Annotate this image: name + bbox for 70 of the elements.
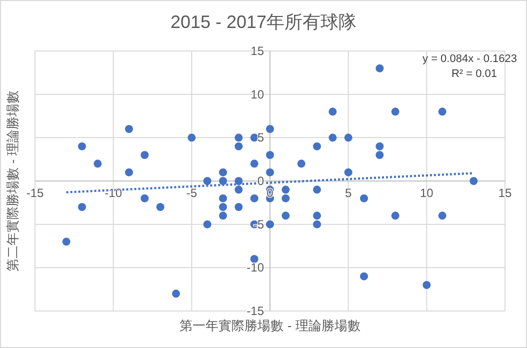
point <box>219 212 227 220</box>
point <box>125 168 133 176</box>
point <box>203 220 212 228</box>
x-tick-label: 10 <box>420 186 434 200</box>
annotation: R² = 0.01 <box>451 68 497 80</box>
x-axis-title: 第一年實際勝場數 - 理論勝場數 <box>180 318 360 333</box>
point <box>219 168 227 176</box>
point <box>234 177 243 185</box>
point <box>266 151 274 159</box>
point <box>376 64 384 72</box>
point <box>344 168 352 176</box>
x-tick-label: 15 <box>498 186 512 200</box>
point <box>250 194 258 202</box>
x-tick-label: -5 <box>186 186 198 200</box>
point <box>219 203 227 211</box>
point <box>78 203 86 211</box>
point <box>391 108 400 116</box>
point <box>62 238 70 246</box>
point <box>313 212 321 220</box>
point <box>376 151 384 159</box>
y-tick-label: 0 <box>257 174 264 188</box>
point <box>78 142 86 150</box>
point <box>438 212 446 220</box>
point <box>376 142 384 150</box>
annotation: y = 0.084x - 0.1623 <box>422 53 517 65</box>
point <box>203 177 212 185</box>
point <box>219 177 227 185</box>
point <box>172 290 180 298</box>
point <box>282 212 290 220</box>
point <box>250 160 258 168</box>
point <box>140 151 149 159</box>
point <box>422 281 431 289</box>
point <box>344 134 352 142</box>
x-tick-label: -15 <box>26 186 44 200</box>
point <box>140 194 149 202</box>
point <box>250 255 258 263</box>
point <box>391 212 400 220</box>
x-tick-label: -10 <box>104 186 122 200</box>
point <box>188 134 196 142</box>
point <box>313 142 321 150</box>
point <box>360 194 368 202</box>
point <box>313 220 321 228</box>
point <box>219 194 227 202</box>
point <box>266 125 274 133</box>
point <box>234 186 243 194</box>
point <box>234 203 243 211</box>
point <box>297 160 306 168</box>
y-tick-label: -15 <box>246 304 264 318</box>
point <box>282 186 290 194</box>
point <box>234 142 243 150</box>
y-tick-label: -10 <box>246 260 264 275</box>
point <box>266 168 274 176</box>
point <box>328 134 337 142</box>
point <box>328 108 337 116</box>
y-axis-title: 第二年實際勝場數 - 理論勝場數 <box>5 90 20 272</box>
point <box>313 186 321 194</box>
point <box>470 177 478 185</box>
y-tick-label: 10 <box>250 87 264 102</box>
chart-title: 2015 - 2017年所有球隊 <box>170 12 357 32</box>
point <box>234 134 243 142</box>
point <box>282 194 290 202</box>
point <box>266 220 274 228</box>
x-tick-label: 5 <box>344 186 352 200</box>
point <box>438 108 446 116</box>
point <box>360 272 368 280</box>
point <box>94 160 102 168</box>
point <box>156 203 164 211</box>
point <box>125 125 133 133</box>
y-tick-label: 5 <box>257 130 264 145</box>
y-tick-label: 15 <box>250 44 264 58</box>
